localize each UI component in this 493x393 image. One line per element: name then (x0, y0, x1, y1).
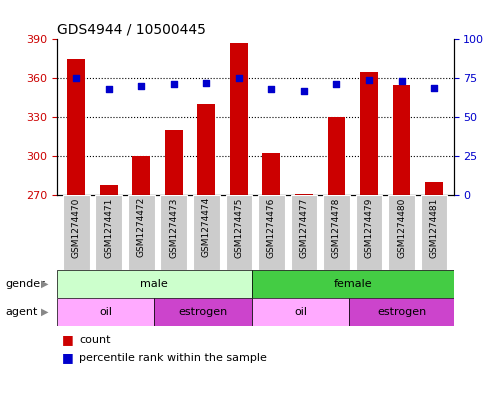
Bar (252, 270, 454, 298)
Point (430, 84, 438, 91)
Bar (421, 195, 447, 270)
Point (72, 75, 80, 81)
Text: ▶: ▶ (41, 279, 48, 289)
Text: GSM1274480: GSM1274480 (397, 197, 406, 257)
Bar (165, 130, 183, 195)
Bar (230, 43, 248, 195)
Bar (290, 195, 317, 270)
Bar (128, 195, 155, 270)
Bar (160, 195, 187, 270)
Bar (262, 153, 281, 195)
Text: GSM1274481: GSM1274481 (429, 197, 439, 257)
Bar (350, 298, 454, 326)
Bar (132, 156, 150, 195)
Text: GSM1274471: GSM1274471 (104, 197, 113, 257)
Text: GSM1274473: GSM1274473 (169, 197, 178, 257)
Point (105, 86, 113, 92)
Text: GSM1274479: GSM1274479 (364, 197, 374, 257)
Bar (258, 195, 285, 270)
Point (235, 75, 243, 81)
Text: GDS4944 / 10500445: GDS4944 / 10500445 (57, 23, 206, 37)
Bar (360, 72, 378, 195)
Bar (225, 195, 252, 270)
Point (397, 78, 405, 84)
Point (267, 86, 275, 92)
Text: ▶: ▶ (41, 307, 48, 317)
Bar (355, 195, 382, 270)
Bar (252, 298, 350, 326)
Bar (197, 104, 215, 195)
Bar (63, 195, 90, 270)
Bar (388, 195, 415, 270)
Bar (327, 117, 346, 195)
Bar (323, 195, 350, 270)
Text: male: male (141, 279, 168, 289)
Text: estrogen: estrogen (377, 307, 426, 317)
Text: gender: gender (5, 279, 45, 289)
Bar (57, 270, 252, 298)
Bar (96, 195, 122, 270)
Text: oil: oil (294, 307, 307, 317)
Text: estrogen: estrogen (178, 307, 228, 317)
Bar (154, 298, 252, 326)
Bar (295, 194, 313, 195)
Text: GSM1274478: GSM1274478 (332, 197, 341, 257)
Text: oil: oil (99, 307, 112, 317)
Text: count: count (79, 335, 110, 345)
Point (203, 80, 211, 86)
Point (300, 88, 308, 94)
Text: GSM1274472: GSM1274472 (137, 197, 146, 257)
Text: GSM1274474: GSM1274474 (202, 197, 211, 257)
Bar (57, 298, 154, 326)
Text: ■: ■ (62, 351, 73, 364)
Text: GSM1274476: GSM1274476 (267, 197, 276, 257)
Bar (100, 185, 118, 195)
Text: agent: agent (5, 307, 37, 317)
Point (138, 83, 145, 89)
Text: GSM1274477: GSM1274477 (299, 197, 309, 257)
Bar (392, 84, 411, 195)
Text: female: female (333, 279, 372, 289)
Bar (67, 59, 85, 195)
Text: ■: ■ (62, 333, 73, 347)
Text: GSM1274475: GSM1274475 (234, 197, 244, 257)
Point (332, 81, 340, 88)
Point (365, 77, 373, 83)
Bar (425, 182, 443, 195)
Text: GSM1274470: GSM1274470 (71, 197, 81, 257)
Bar (193, 195, 220, 270)
Text: percentile rank within the sample: percentile rank within the sample (79, 353, 267, 363)
Point (170, 81, 178, 88)
